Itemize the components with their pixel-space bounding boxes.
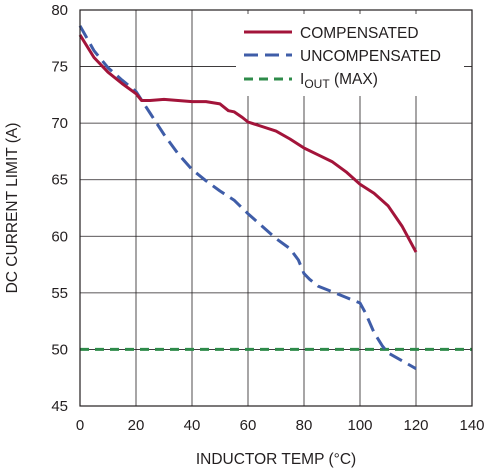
x-tick-label: 40 bbox=[184, 417, 201, 434]
y-tick-label: 55 bbox=[51, 285, 68, 302]
y-tick-label: 50 bbox=[51, 341, 68, 358]
x-axis-title: INDUCTOR TEMP (°C) bbox=[196, 451, 356, 468]
y-tick-label: 60 bbox=[51, 228, 68, 245]
legend-iout-max-text: (MAX) bbox=[330, 71, 378, 88]
x-tick-label: 20 bbox=[128, 417, 145, 434]
x-tick-label: 120 bbox=[403, 417, 428, 434]
plot-frame bbox=[79, 9, 473, 407]
legend-iout-subscript: OUT bbox=[304, 77, 330, 91]
x-tick-label: 80 bbox=[296, 417, 313, 434]
legend-iout-i: I bbox=[300, 71, 304, 88]
series-line-compensated bbox=[78, 34, 418, 253]
legend-label-compensated: COMPENSATED bbox=[300, 25, 419, 42]
series-line-uncompensated bbox=[78, 25, 417, 371]
y-tick-label: 70 bbox=[51, 115, 68, 132]
x-tick-label: 0 bbox=[76, 417, 84, 434]
legend-label-iout-max: IOUT (MAX) bbox=[300, 71, 378, 91]
series-lines bbox=[78, 25, 472, 371]
x-tick-label: 60 bbox=[240, 417, 257, 434]
legend: COMPENSATED UNCOMPENSATED IOUT (MAX) bbox=[236, 14, 464, 96]
x-tick-label: 140 bbox=[459, 417, 484, 434]
x-tick-label: 100 bbox=[347, 417, 372, 434]
legend-label-uncompensated: UNCOMPENSATED bbox=[300, 48, 441, 65]
y-tick-label: 75 bbox=[51, 59, 68, 76]
y-tick-labels: 45 50 55 60 65 70 75 80 bbox=[51, 2, 68, 415]
y-axis-title: DC CURRENT LIMIT (A) bbox=[4, 123, 21, 294]
y-tick-label: 65 bbox=[51, 172, 68, 189]
y-tick-label: 80 bbox=[51, 2, 68, 19]
x-tick-labels: 0 20 40 60 80 100 120 140 bbox=[76, 417, 485, 434]
y-tick-label: 45 bbox=[51, 398, 68, 415]
